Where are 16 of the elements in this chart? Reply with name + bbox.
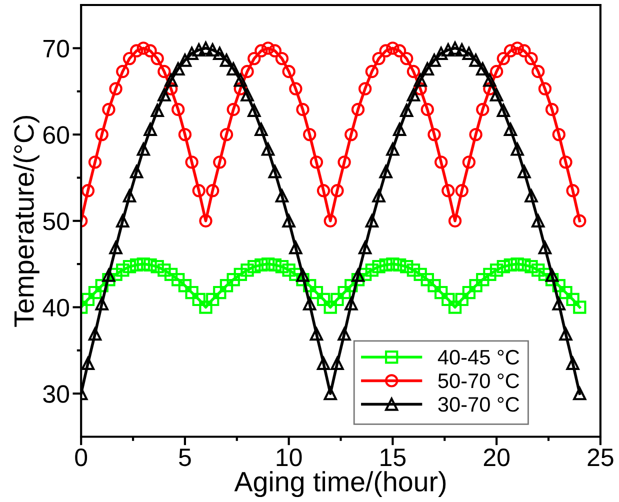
x-tick-label: 5	[179, 448, 191, 466]
y-axis-title: Temperature/(°C)	[14, 116, 40, 327]
x-tick-label: 15	[380, 448, 406, 466]
x-tick-label: 20	[484, 448, 510, 466]
legend-label: 30-70 °C	[438, 397, 520, 412]
y-tick-label: 50	[43, 212, 70, 230]
x-tick-label: 10	[276, 448, 302, 466]
x-tick-label: 0	[75, 448, 88, 466]
x-tick-label: 25	[588, 448, 614, 466]
legend-label: 50-70 °C	[438, 373, 520, 388]
x-axis-title: Aging time/(hour)	[234, 471, 446, 498]
y-tick-label: 60	[43, 126, 70, 144]
y-tick-label: 70	[43, 40, 70, 58]
y-tick-label: 40	[42, 298, 70, 317]
y-tick-label: 30	[43, 385, 70, 403]
legend-label: 40-45 °C	[438, 350, 520, 365]
